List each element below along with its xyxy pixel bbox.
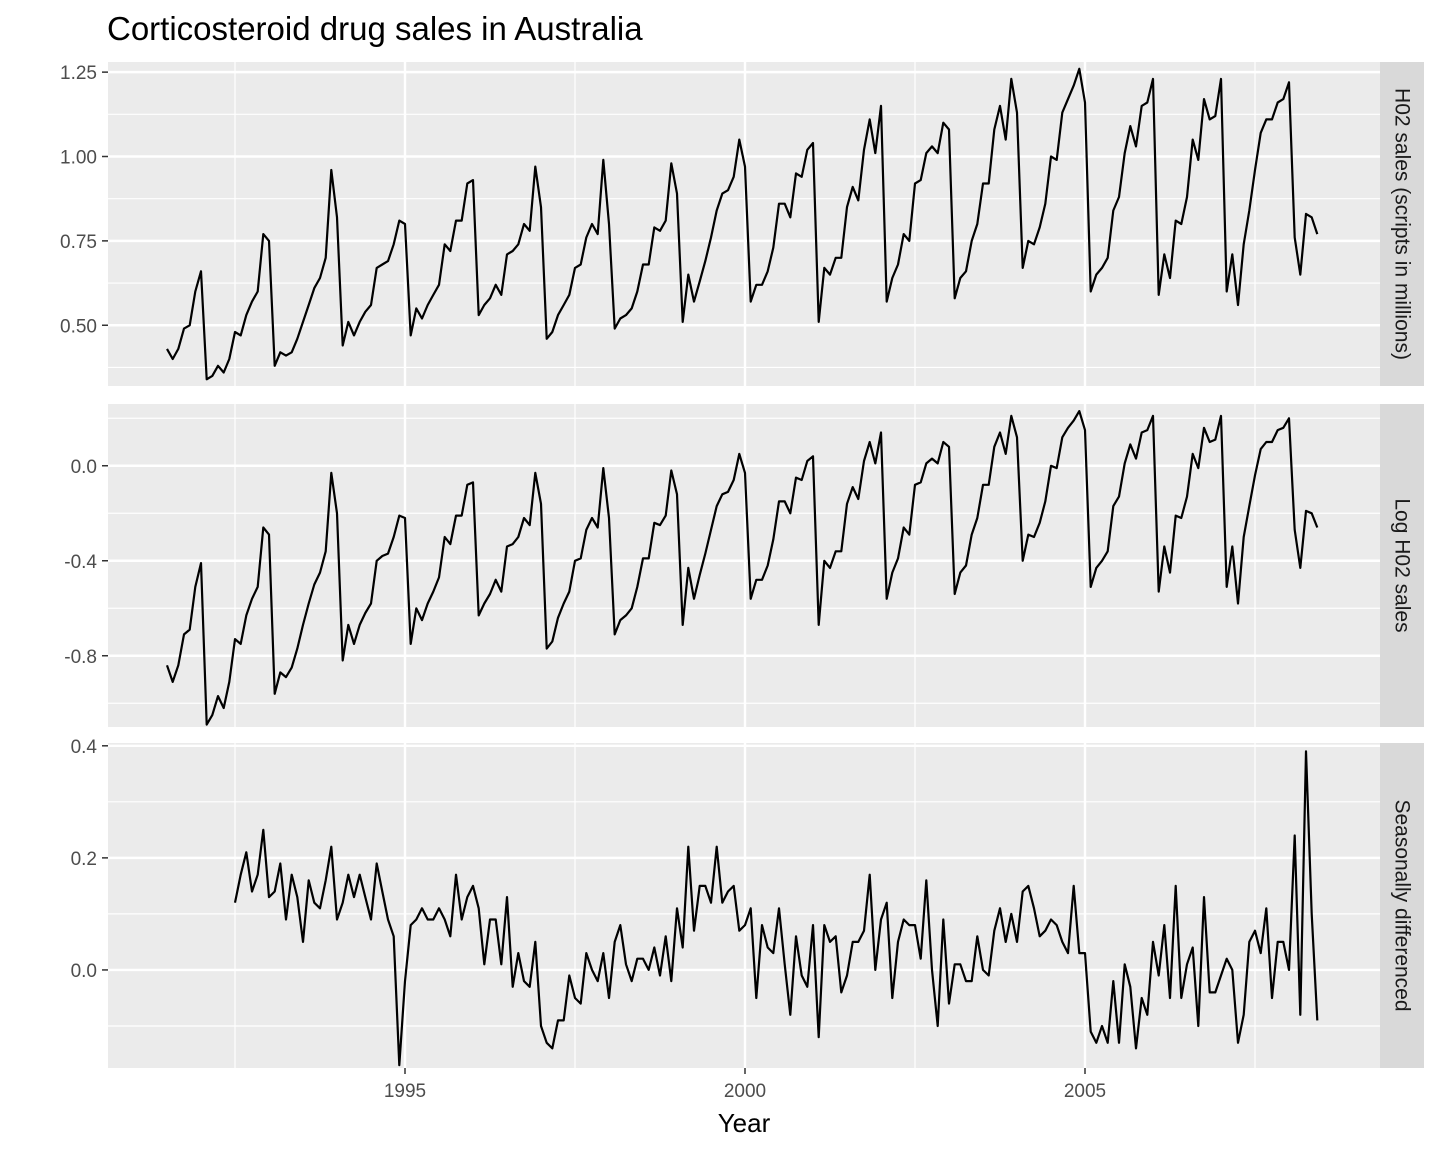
strip-label: Log H02 sales: [1391, 498, 1414, 632]
strip-background: [1380, 62, 1424, 386]
y-tick-label: -0.4: [64, 552, 97, 573]
y-tick-label: 0.0: [71, 961, 97, 982]
series-line: [233, 750, 1319, 1067]
series-line: [165, 410, 1319, 726]
x-tick-label: 1995: [384, 1081, 426, 1102]
x-axis-title: Year: [718, 1108, 771, 1138]
strip-background: [1380, 743, 1424, 1068]
y-tick-label: 1.00: [60, 148, 97, 169]
chart-title: Corticosteroid drug sales in Australia: [107, 10, 643, 47]
y-tick-label: 0.0: [71, 457, 97, 478]
y-tick-label: 0.2: [71, 849, 97, 870]
panel-2: -0.8 -0.4 0.0 Log H02 sales: [64, 404, 1424, 727]
y-tick-label: 1.25: [60, 63, 97, 84]
panel-3: 0.0 0.2 0.4 Seasonally differenced: [71, 737, 1424, 1068]
strip-label: Seasonally differenced: [1391, 799, 1414, 1011]
x-tick-label: 2005: [1064, 1081, 1106, 1102]
strip-background: [1380, 404, 1424, 727]
series-line: [166, 67, 1319, 381]
y-tick-label: 0.75: [60, 232, 97, 253]
strip-label: H02 sales (scripts in millions): [1391, 88, 1414, 360]
y-tick-label: -0.8: [64, 647, 97, 668]
panel-1: 0.50 0.75 1.00 1.25 H02 sales (scripts in mi…: [60, 62, 1424, 386]
y-tick-label: 0.4: [71, 737, 98, 758]
x-tick-label: 2000: [724, 1081, 766, 1102]
y-tick-label: 0.50: [60, 316, 97, 337]
